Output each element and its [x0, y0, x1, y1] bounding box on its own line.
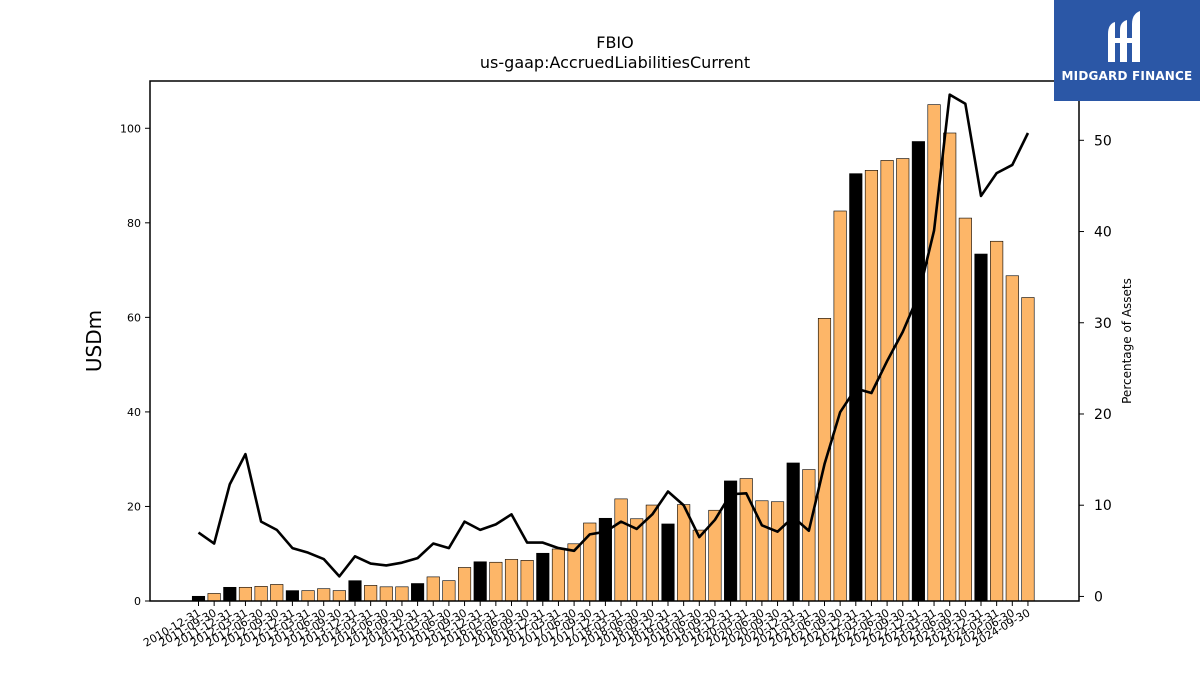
- y-axis-label: USDm: [82, 310, 106, 372]
- y-tick-label: 60: [127, 311, 141, 324]
- bar: [536, 552, 550, 602]
- y2-axis: 0 10 20 30 40 50: [1079, 133, 1112, 605]
- bar: [426, 576, 440, 602]
- bar: [661, 523, 675, 602]
- y-axis: 0 20 40 60 80 100: [120, 122, 150, 608]
- bar: [1021, 297, 1035, 602]
- y2-tick-label: 20: [1094, 407, 1112, 423]
- bar: [270, 584, 284, 602]
- logo-mark-icon: [1108, 11, 1140, 62]
- bar: [207, 593, 221, 602]
- bar: [332, 590, 346, 602]
- y2-axis-label: Percentage of Assets: [1120, 278, 1134, 404]
- bar: [223, 586, 237, 602]
- line-series: [197, 93, 1030, 578]
- bar: [254, 586, 268, 602]
- bar: [348, 580, 362, 602]
- brand-logo: MIDGARD FINANCE: [1054, 0, 1200, 101]
- bar: [911, 141, 925, 602]
- y2-tick-label: 30: [1094, 316, 1112, 332]
- bar: [802, 469, 816, 602]
- bar: [958, 217, 972, 602]
- bar: [739, 478, 753, 602]
- bar: [285, 590, 299, 602]
- bar: [677, 504, 691, 602]
- bar: [457, 567, 472, 602]
- bar: [974, 253, 988, 602]
- bar: [551, 548, 566, 602]
- bar: [395, 586, 409, 602]
- bar: [317, 588, 331, 602]
- plot-frame: [149, 80, 1080, 602]
- y-tick-label: 20: [127, 500, 141, 513]
- bar: [364, 585, 378, 602]
- bar: [520, 560, 534, 602]
- bar: [489, 561, 503, 602]
- bar: [880, 160, 894, 602]
- y2-tick-label: 40: [1094, 225, 1112, 241]
- bar: [1005, 275, 1019, 602]
- bar: [567, 543, 581, 602]
- y-tick-label: 100: [120, 122, 141, 135]
- x-axis: 2010-12-312011-09-302011-12-312012-03-31…: [141, 601, 1032, 650]
- bar: [692, 529, 706, 602]
- chart-subtitle: us-gaap:AccruedLiabilitiesCurrent: [480, 53, 750, 72]
- bar: [379, 586, 393, 602]
- bar: [786, 462, 800, 602]
- bar: [473, 561, 487, 602]
- bar: [238, 586, 252, 602]
- bar: [770, 501, 785, 602]
- bar: [990, 240, 1004, 602]
- y-tick-label: 40: [127, 406, 141, 419]
- y-tick-label: 80: [127, 217, 141, 230]
- bar: [411, 583, 425, 602]
- bar: [943, 132, 957, 602]
- bar: [442, 580, 456, 602]
- bar: [927, 104, 941, 602]
- y2-tick-label: 0: [1094, 589, 1103, 605]
- bar: [614, 498, 628, 602]
- bar: [504, 559, 519, 602]
- y2-tick-label: 10: [1094, 498, 1112, 514]
- logo-text: MIDGARD FINANCE: [1061, 69, 1193, 83]
- chart-title: FBIO: [596, 33, 634, 52]
- bar: [301, 590, 315, 602]
- bar: [896, 158, 910, 602]
- line-layer: [197, 93, 1030, 578]
- y-tick-label: 0: [134, 595, 141, 608]
- y2-tick-label: 50: [1094, 133, 1112, 149]
- bar: [630, 518, 644, 602]
